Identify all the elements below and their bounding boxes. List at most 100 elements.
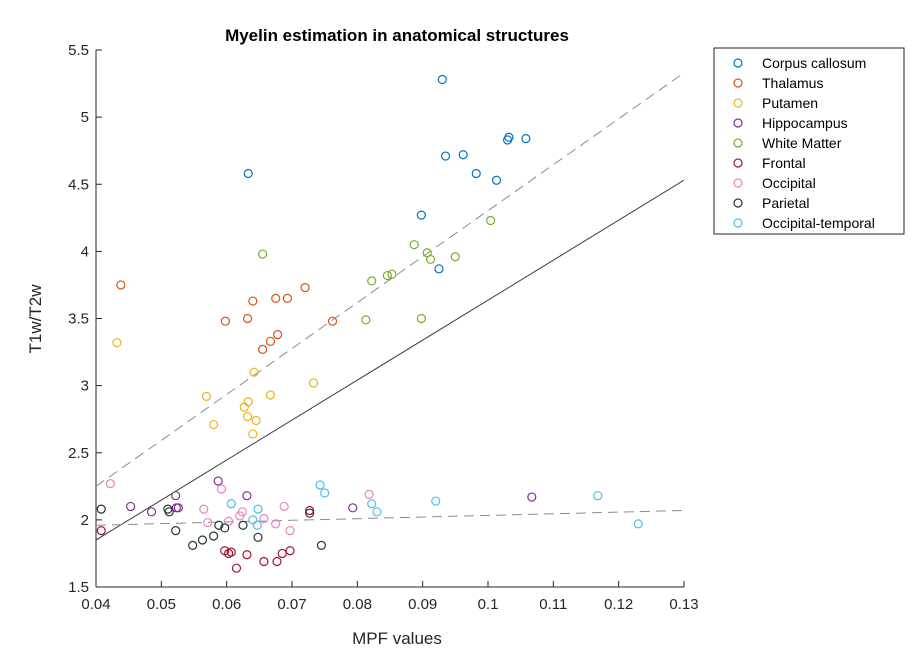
data-point	[387, 269, 397, 279]
data-point	[527, 492, 537, 502]
data-point	[367, 499, 377, 509]
data-point	[209, 419, 219, 430]
data-point	[361, 315, 371, 325]
y-tick-label: 4	[81, 243, 89, 260]
data-point	[242, 313, 253, 324]
legend-marker	[733, 178, 743, 188]
x-tick-label: 0.07	[277, 596, 306, 613]
legend-label: Occipital-temporal	[762, 215, 875, 231]
data-point	[258, 344, 268, 354]
x-tick-label: 0.1	[478, 596, 499, 613]
data-point	[416, 210, 426, 220]
data-point	[242, 411, 253, 422]
series-putamen	[112, 338, 319, 439]
reference-line-identity-fit	[96, 179, 684, 541]
legend-label: Frontal	[762, 155, 806, 171]
series-occipital	[105, 479, 374, 536]
legend-label: Hippocampus	[762, 115, 848, 131]
data-point	[271, 519, 281, 529]
series-frontal	[96, 505, 315, 573]
legend-label: Parietal	[762, 195, 809, 211]
data-point	[197, 535, 208, 545]
data-point	[265, 390, 276, 400]
data-point	[248, 515, 258, 525]
data-point	[171, 491, 181, 501]
legend-marker	[733, 78, 743, 88]
data-point	[315, 480, 325, 490]
data-point	[220, 316, 230, 326]
legend-marker	[733, 98, 743, 108]
series-hippocampus	[126, 476, 537, 517]
data-point	[450, 252, 460, 262]
legend-label: Putamen	[762, 95, 818, 111]
data-point	[271, 293, 281, 303]
data-point	[216, 484, 227, 494]
series-parietal	[96, 504, 326, 550]
y-tick-label: 2	[81, 512, 89, 529]
data-point	[382, 270, 392, 281]
y-tick-label: 1.5	[68, 579, 89, 596]
data-point	[251, 415, 261, 426]
data-point	[203, 517, 213, 528]
data-point	[237, 507, 247, 517]
data-point	[112, 338, 122, 348]
data-point	[285, 546, 295, 556]
data-point	[146, 507, 157, 517]
reference-line-upper-fit	[96, 72, 684, 487]
data-point	[243, 168, 253, 179]
data-point	[173, 503, 183, 513]
data-point	[105, 479, 115, 489]
data-point	[367, 276, 377, 286]
data-point	[258, 249, 268, 259]
data-point	[504, 132, 514, 142]
y-tick-label: 3	[81, 378, 89, 395]
y-axis-label: T1w/T2w	[26, 284, 45, 354]
x-axis-label: MPF values	[352, 629, 442, 648]
legend-marker	[733, 198, 743, 208]
data-point	[171, 526, 181, 536]
data-point	[327, 316, 338, 326]
data-point	[316, 540, 326, 550]
data-point	[253, 504, 263, 514]
data-point	[486, 215, 496, 226]
x-tick-label: 0.04	[81, 596, 110, 613]
legend: Corpus callosum Thalamus Putamen Hippocampu…	[713, 47, 905, 235]
y-tick-label: 3.5	[68, 311, 89, 328]
data-point	[372, 507, 382, 517]
data-point	[593, 491, 603, 501]
data-point	[471, 168, 481, 179]
legend-marker	[733, 158, 743, 168]
data-point	[253, 532, 263, 542]
data-point	[239, 402, 249, 412]
data-point	[214, 520, 224, 530]
data-point	[521, 134, 531, 144]
legend-marker	[733, 58, 743, 68]
legend-label: Occipital	[762, 175, 816, 191]
series-occipital-temporal	[226, 480, 643, 530]
data-point	[409, 240, 419, 250]
data-point	[491, 175, 502, 185]
data-point	[305, 508, 315, 518]
data-point	[213, 476, 223, 486]
data-point	[243, 397, 253, 407]
data-point	[364, 489, 374, 499]
data-point	[348, 503, 358, 513]
data-point	[209, 531, 219, 541]
x-tick-label: 0.13	[669, 596, 698, 613]
data-point	[279, 501, 289, 512]
data-point	[238, 520, 248, 530]
data-point	[300, 283, 310, 293]
data-point	[320, 488, 330, 498]
x-tick-label: 0.05	[147, 596, 176, 613]
data-point	[199, 504, 209, 514]
data-point	[458, 150, 468, 160]
series-corpus-callosum	[243, 74, 531, 274]
data-point	[96, 526, 106, 536]
legend-marker	[733, 118, 743, 128]
reference-line-lower-fit	[96, 509, 684, 526]
data-point	[282, 293, 293, 303]
data-point	[437, 74, 447, 85]
data-point	[116, 280, 126, 290]
legend-marker	[733, 218, 743, 228]
